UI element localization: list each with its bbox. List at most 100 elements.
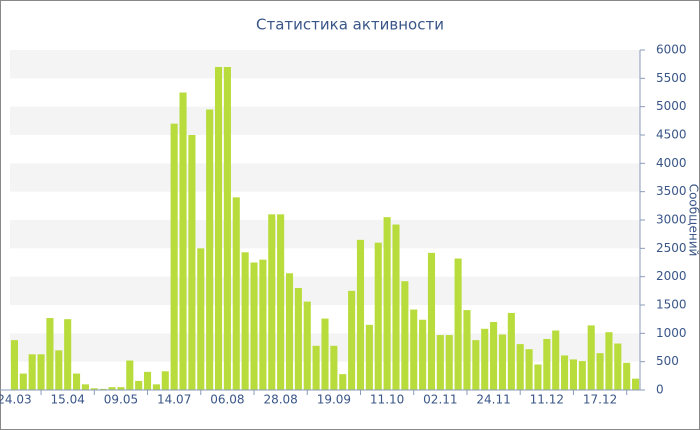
bar (126, 360, 134, 390)
bar (330, 345, 338, 390)
bar (312, 345, 320, 390)
grid-band (10, 220, 640, 249)
bar (259, 259, 267, 390)
x-tick-label: 11.10 (370, 393, 404, 407)
bar (73, 373, 81, 390)
grid-band (10, 163, 640, 192)
bar (81, 384, 89, 390)
x-tick-label: 24.03 (0, 393, 32, 407)
bar (339, 374, 347, 390)
bar (507, 312, 515, 390)
chart-title: Статистика активности (256, 16, 444, 34)
bar (472, 340, 480, 390)
y-tick-label: 5500 (656, 71, 687, 85)
x-tick-label: 11.12 (530, 393, 564, 407)
bar (623, 362, 631, 390)
bar (277, 214, 285, 390)
bar (454, 258, 462, 390)
bar (90, 388, 98, 390)
bar (587, 325, 595, 390)
bar (534, 364, 542, 390)
bar (410, 309, 418, 390)
y-axis-label: Сообщений (687, 184, 700, 257)
y-tick-label: 3500 (656, 184, 687, 198)
bar (108, 387, 116, 390)
x-tick-label: 06.08 (210, 393, 244, 407)
bar (294, 288, 302, 390)
bar (223, 67, 231, 390)
y-tick-label: 4000 (656, 156, 687, 170)
y-tick-label: 500 (656, 354, 679, 368)
y-tick-label: 4500 (656, 128, 687, 142)
bar (481, 328, 489, 390)
bar (268, 214, 276, 390)
grid-band (10, 50, 640, 79)
y-tick-label: 1500 (656, 298, 687, 312)
bar (197, 248, 205, 390)
bar (614, 343, 622, 390)
bar (578, 361, 586, 390)
bar (10, 340, 18, 390)
bar (55, 350, 63, 390)
bar (206, 109, 214, 390)
y-tick-label: 2500 (656, 241, 687, 255)
bar (99, 388, 107, 390)
y-tick-label: 1000 (656, 326, 687, 340)
bar (117, 387, 125, 390)
bar (419, 319, 427, 390)
y-tick-label: 5000 (656, 99, 687, 113)
bar (569, 359, 577, 390)
bar (303, 301, 311, 390)
bar (348, 290, 356, 390)
bar (19, 373, 27, 390)
y-tick-label: 0 (656, 383, 664, 397)
bar (135, 380, 143, 390)
bar (161, 371, 169, 390)
grid-band (10, 276, 640, 305)
bar (436, 335, 444, 390)
bar (552, 330, 560, 390)
bar (445, 335, 453, 390)
bar (383, 217, 391, 390)
bar (152, 384, 160, 390)
x-tick-label: 19.09 (317, 393, 351, 407)
x-tick-label: 15.04 (50, 393, 84, 407)
bar (356, 239, 365, 390)
bar (170, 123, 178, 391)
bar (498, 334, 507, 390)
grid-band (10, 106, 640, 135)
bar (401, 281, 409, 390)
bar (232, 197, 240, 390)
bar (37, 354, 45, 390)
x-tick-label: 24.11 (476, 393, 510, 407)
bar (143, 371, 152, 390)
bar (463, 310, 471, 390)
bar (250, 262, 258, 390)
x-tick-label: 02.11 (423, 393, 457, 407)
bar (596, 353, 604, 390)
bar (427, 252, 436, 390)
bar (632, 378, 640, 390)
x-tick-label: 09.05 (104, 393, 138, 407)
bar (241, 252, 249, 390)
bar (214, 67, 223, 390)
x-tick-label: 14.07 (157, 393, 191, 407)
bar (365, 324, 373, 390)
bar (516, 344, 524, 390)
bar (490, 322, 498, 390)
bar (525, 349, 533, 390)
y-tick-label: 2000 (656, 269, 687, 283)
bar (46, 318, 54, 390)
bar (321, 318, 329, 390)
x-tick-label: 28.08 (263, 393, 297, 407)
x-tick-label: 17.12 (583, 393, 617, 407)
bar (28, 354, 36, 390)
bar (64, 319, 72, 390)
bar (179, 92, 187, 390)
y-tick-label: 3000 (656, 213, 687, 227)
bar (543, 339, 551, 390)
bar (605, 332, 613, 390)
bar (392, 224, 400, 390)
bar (188, 135, 196, 390)
